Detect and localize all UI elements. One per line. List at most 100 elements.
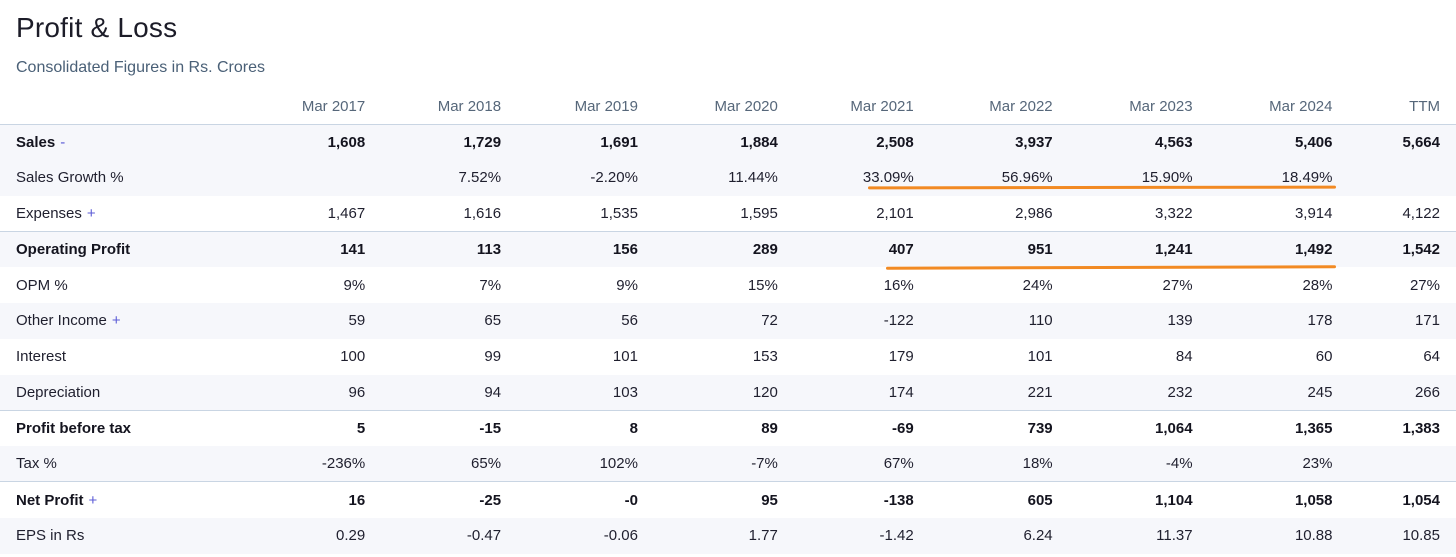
expand-row-button[interactable]: + <box>88 491 98 509</box>
profit-loss-table: Mar 2017 Mar 2018 Mar 2019 Mar 2020 Mar … <box>0 89 1456 554</box>
table-cell: 5,406 <box>1208 124 1349 160</box>
table-cell: 9% <box>616 276 638 294</box>
row-opm: OPM % 9% 7% 9% 15% 16% 24% 27% 28% 27% <box>0 267 1456 303</box>
table-cell: -138 <box>793 481 930 518</box>
table-cell: 171 <box>1348 302 1456 339</box>
column-header: Mar 2022 <box>929 89 1069 125</box>
table-cell: 139 <box>1068 302 1209 339</box>
table-cell: 24% <box>1022 276 1053 294</box>
table-cell: 1,884 <box>653 124 794 160</box>
row-operating-profit: Operating Profit 141 113 156 289 407 951 1,241 1… <box>0 230 1456 268</box>
table-cell: 605 <box>929 481 1069 518</box>
table-cell: 1,365 <box>1208 409 1349 447</box>
row-other-income: Other Income +59 65 56 72 -122 110 139 178 171 <box>0 302 1456 339</box>
table-cell: 101 <box>612 348 638 366</box>
table-cell: 72 <box>653 302 794 339</box>
table-cell: 1,104 <box>1068 481 1209 518</box>
row-tax: Tax % -236% 65% 102% -7% 67% 18% -4% 23% <box>0 446 1456 482</box>
row-label-cell: Profit before tax <box>0 409 249 447</box>
row-label: Interest <box>16 348 67 366</box>
table-cell: 1,383 <box>1348 409 1456 447</box>
table-cell: 113 <box>381 230 518 268</box>
table-cell <box>1348 446 1456 482</box>
table-cell: 9% <box>343 276 366 294</box>
table-cell: 89 <box>653 409 794 447</box>
table-cell: 96 <box>248 374 382 411</box>
table-cell: 101 <box>1027 348 1053 366</box>
table-cell: 1,241 <box>1068 230 1209 268</box>
row-label: OPM % <box>16 276 68 294</box>
column-header: Mar 2023 <box>1068 89 1209 125</box>
table-cell: 67% <box>793 446 930 482</box>
table-cell: 27% <box>1409 276 1440 294</box>
table-cell: -7% <box>653 446 794 482</box>
row-label-cell: OPM % <box>0 267 248 303</box>
table-cell: 103 <box>517 374 654 411</box>
row-eps: EPS in Rs 0.29 -0.47 -0.06 1.77 -1.42 6.24 11.3… <box>0 517 1456 554</box>
table-cell: 153 <box>752 348 778 366</box>
row-interest: Interest 100 99 101 153 179 101 84 60 64 <box>0 339 1456 375</box>
table-cell: 1.77 <box>653 517 794 554</box>
table-cell: 221 <box>929 374 1069 411</box>
table-cell: 100 <box>340 348 366 366</box>
table-cell: 1,467 <box>327 204 366 222</box>
column-header: Mar 2024 <box>1208 89 1349 125</box>
table-cell: 3,937 <box>929 124 1069 160</box>
table-cell: 266 <box>1348 374 1456 411</box>
row-label-cell: Sales - <box>0 124 249 160</box>
table-cell: 8 <box>517 409 654 447</box>
table-cell: 0.29 <box>248 517 382 554</box>
column-header: Mar 2020 <box>653 89 794 125</box>
row-label: Sales Growth % <box>16 169 124 187</box>
expand-row-button[interactable]: + <box>86 204 96 222</box>
table-cell: 65% <box>381 446 518 482</box>
row-label-cell: Other Income + <box>0 302 249 339</box>
page-title: Profit & Loss <box>16 12 178 43</box>
table-cell: 110 <box>929 302 1069 339</box>
table-cell: 27% <box>1162 276 1193 294</box>
table-cell: 120 <box>653 374 794 411</box>
table-cell: 99 <box>484 348 502 366</box>
table-cell <box>248 159 382 196</box>
table-cell: 1,729 <box>381 124 518 160</box>
expand-row-button[interactable]: + <box>111 312 121 330</box>
table-cell: 1,064 <box>1068 409 1209 447</box>
table-cell: 2,986 <box>1015 204 1053 222</box>
table-cell: 141 <box>248 230 382 268</box>
row-label-cell: Sales Growth % <box>0 159 249 196</box>
table-cell: 2,508 <box>793 124 930 160</box>
row-label-cell: Expenses + <box>0 196 248 232</box>
row-label-cell: Tax % <box>0 446 249 482</box>
table-cell: -0.47 <box>381 517 518 554</box>
table-cell: 1,608 <box>248 124 382 160</box>
table-cell: 28% <box>1302 276 1333 294</box>
column-header: Mar 2021 <box>793 89 930 125</box>
table-cell: 7.52% <box>381 159 518 196</box>
collapse-row-button[interactable]: - <box>60 133 66 151</box>
table-cell: 94 <box>381 374 518 411</box>
header-label-cell <box>0 89 249 125</box>
table-cell: 5 <box>248 409 382 447</box>
table-cell: 56.96% <box>929 159 1069 196</box>
column-header: Mar 2017 <box>248 89 382 125</box>
table-cell: 2,101 <box>876 204 914 222</box>
table-header-row: Mar 2017 Mar 2018 Mar 2019 Mar 2020 Mar … <box>0 89 1456 125</box>
table-cell: 5,664 <box>1348 124 1456 160</box>
row-label: Depreciation <box>16 383 101 401</box>
table-cell: -1.42 <box>793 517 930 554</box>
row-label: Other Income <box>16 312 107 330</box>
table-cell: 1,058 <box>1208 481 1349 518</box>
table-cell <box>1348 159 1456 196</box>
table-cell: 11.37 <box>1068 517 1209 554</box>
table-cell: 1,542 <box>1348 230 1456 268</box>
row-label: Net Profit <box>16 491 84 509</box>
row-label-cell: EPS in Rs <box>0 517 249 554</box>
table-cell: 16 <box>248 481 382 518</box>
table-cell: 1,616 <box>463 204 502 222</box>
row-label: Tax % <box>16 455 57 473</box>
row-label: EPS in Rs <box>16 527 85 545</box>
row-depreciation: Depreciation 96 94 103 120 174 221 232 245 266 <box>0 374 1456 411</box>
table-cell: 102% <box>517 446 654 482</box>
table-cell: 33.09% <box>793 159 930 196</box>
table-cell: 156 <box>517 230 654 268</box>
